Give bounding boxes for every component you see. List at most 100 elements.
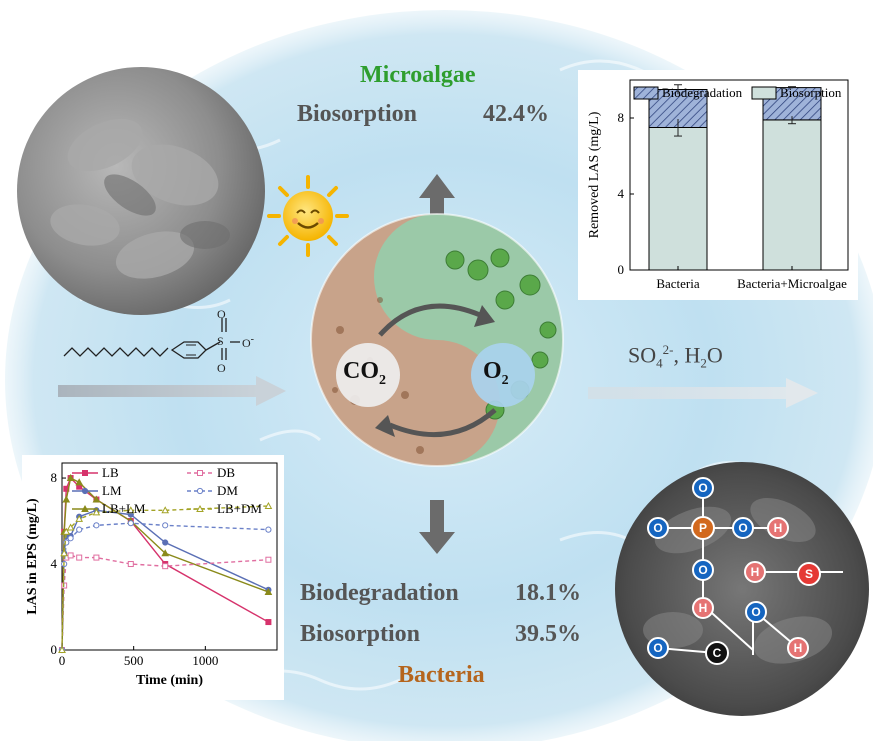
- bar-y-tick-label: 0: [618, 262, 625, 277]
- bar-plot-frame: [629, 79, 849, 271]
- data-point-triangle: [75, 478, 84, 486]
- o-node-icon: O: [692, 559, 714, 581]
- data-point-circle: [67, 535, 74, 542]
- data-point-triangle: [264, 587, 273, 595]
- legend-label-biosorption: Biosorption: [780, 85, 842, 100]
- bar-category-label: Bacteria: [656, 276, 700, 291]
- bar-y-tick-label: 8: [618, 110, 625, 125]
- down-arrow-icon: [419, 500, 455, 554]
- s-node-icon: S: [797, 562, 821, 586]
- bacteria-biodegradation-value: 18.1%: [515, 580, 581, 606]
- data-point-triangle: [66, 523, 75, 531]
- bar-category-label: Bacteria+Microalgae: [737, 276, 847, 291]
- data-point-square: [197, 470, 203, 476]
- h-node-icon: H: [692, 597, 714, 619]
- microalgae-title: Microalgae: [360, 62, 476, 88]
- svg-text:O: O: [738, 521, 747, 535]
- legend-label: LM: [102, 483, 122, 498]
- data-point-triangle: [161, 549, 170, 557]
- series-lb-plus-dm: [58, 501, 273, 653]
- legend-label: LB: [102, 465, 119, 480]
- line-x-axis-label: Time (min): [136, 673, 203, 688]
- data-point-triangle: [92, 495, 101, 503]
- data-point-triangle: [264, 501, 273, 509]
- molecule-o-top: O: [217, 307, 226, 321]
- series-dm: [58, 520, 272, 654]
- las-molecule: [63, 318, 240, 360]
- products-so-sup: 2-: [662, 342, 674, 357]
- bar-chart-panel: 0 4 8 Removed LAS (mg/L) Bacteria Bacteria+Mi…: [578, 70, 858, 300]
- co2-subscript: 2: [379, 372, 386, 388]
- h-node-icon: H: [744, 561, 766, 583]
- line-y-tick-label: 0: [51, 642, 58, 657]
- svg-text:H: H: [699, 601, 708, 615]
- data-point-circle: [81, 487, 89, 495]
- co2-label: CO2: [343, 358, 386, 389]
- data-point-square: [76, 554, 83, 561]
- microalgae-biosorption-value: 42.4%: [483, 101, 549, 127]
- data-point-triangle: [81, 504, 89, 512]
- svg-text:O: O: [698, 481, 707, 495]
- data-point-triangle: [66, 474, 75, 482]
- products-o: O: [706, 342, 723, 368]
- h-node-icon: H: [767, 517, 789, 539]
- legend-label: DB: [217, 465, 235, 480]
- o2-label: O2: [483, 358, 509, 389]
- o-node-icon: O: [647, 517, 669, 539]
- molecule-o-minus: O-: [242, 334, 254, 351]
- legend-label: DM: [217, 483, 238, 498]
- data-point-triangle: [58, 645, 66, 653]
- svg-text:P: P: [699, 521, 707, 535]
- data-point-circle: [196, 487, 204, 495]
- molecule-s: S: [217, 334, 224, 348]
- up-arrow-icon: [419, 174, 455, 232]
- bar-biosorption: [762, 119, 822, 271]
- functional-group-nodes: O O P O H O H S H O O C H: [647, 477, 821, 665]
- data-point-triangle: [75, 514, 84, 522]
- bacteria-biosorption-value: 39.5%: [515, 621, 581, 647]
- o-node-icon: O: [647, 637, 669, 659]
- bar-y-axis-label: Removed LAS (mg/L): [587, 111, 602, 238]
- p-node-icon: P: [691, 516, 715, 540]
- data-point-square: [265, 619, 272, 626]
- data-point-square: [162, 563, 169, 570]
- input-arrow-icon: [58, 376, 286, 406]
- co2-text: CO: [343, 358, 379, 384]
- c-node-icon: C: [705, 641, 729, 665]
- data-point-circle: [93, 522, 100, 529]
- line-y-axis-label: LAS in EPS (mg/L): [25, 498, 40, 615]
- legend-label: LB+LM: [102, 501, 146, 516]
- o-node-icon: O: [692, 477, 714, 499]
- data-point-triangle: [161, 506, 170, 514]
- o-node-icon: O: [732, 517, 754, 539]
- series-line: [61, 522, 269, 651]
- legend-label-biodegradation: Biodegradation: [662, 85, 743, 100]
- microalgae-biosorption-label: Biosorption: [297, 101, 418, 127]
- data-point-triangle: [62, 495, 71, 503]
- h-node-icon: H: [787, 637, 809, 659]
- legend-swatch-biosorption: [751, 86, 777, 100]
- data-point-square: [93, 554, 100, 561]
- data-point-triangle: [92, 508, 101, 516]
- svg-text:H: H: [794, 641, 803, 655]
- data-point-triangle: [62, 527, 71, 535]
- molecule-o-bottom: O: [217, 361, 226, 375]
- o2-subscript: 2: [501, 372, 509, 388]
- data-point-triangle: [60, 549, 68, 557]
- line-y-tick-label: 8: [51, 470, 58, 485]
- svg-text:O: O: [698, 563, 707, 577]
- products-h-sub: 2: [700, 355, 707, 371]
- molecule-minus-sign: -: [250, 334, 255, 345]
- data-point-square: [127, 561, 134, 568]
- svg-text:O: O: [653, 641, 662, 655]
- data-point-square: [265, 556, 272, 563]
- legend-label: LB+DM: [217, 501, 262, 516]
- svg-text:O: O: [751, 605, 760, 619]
- line-chart-panel: 0 4 8 0 500 1000 Time (min) LAS in EPS (mg/L) LB…: [22, 455, 284, 700]
- svg-text:S: S: [805, 567, 813, 581]
- bar-y-tick-label: 4: [618, 186, 625, 201]
- products-label: SO42-, H2O: [628, 342, 723, 372]
- line-x-tick-label: 1000: [192, 653, 218, 668]
